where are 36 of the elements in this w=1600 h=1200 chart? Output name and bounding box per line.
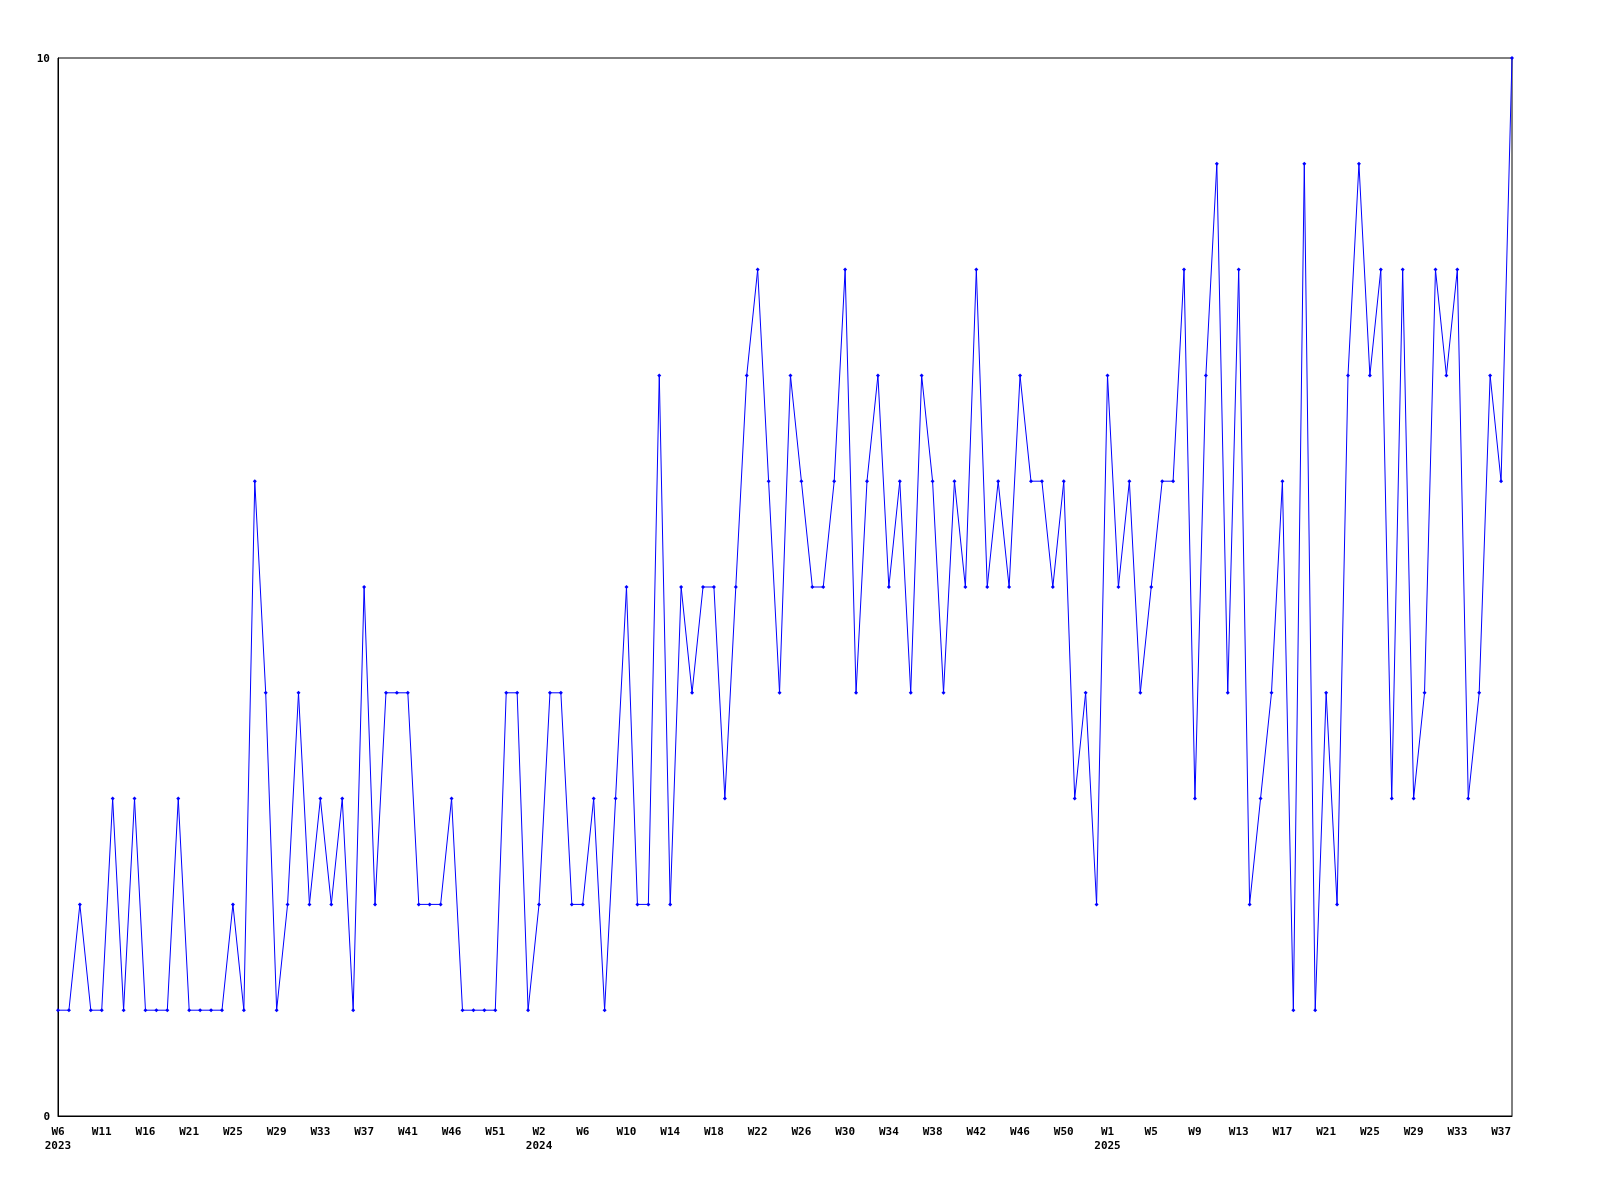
x-tick-label: W17 [1272,1124,1293,1138]
x-tick-label: W33 [310,1124,331,1138]
x-tick-label: W38 [922,1124,943,1138]
x-tick-label: W46 [441,1124,462,1138]
x-tick-label: W11 [91,1124,113,1138]
x-tick-label: W30 [835,1124,856,1138]
x-tick-label: W50 [1053,1124,1074,1138]
x-tick-label: W33 [1447,1124,1468,1138]
x-tick-label: W26 [791,1124,812,1138]
x-tick-label: W13 [1228,1124,1249,1138]
x-tick-label: W18 [704,1124,724,1138]
y-tick-label: 10 [36,51,50,65]
x-tick-label: W14 [660,1124,681,1138]
x-tick-label: W21 [179,1124,200,1138]
x-tick-label: W41 [397,1124,419,1138]
x-tick-label: W6 2023 [44,1124,72,1152]
x-tick-label: W37 [1491,1124,1512,1138]
x-tick-label: W22 [747,1124,768,1138]
x-tick-label: W1 2025 [1094,1124,1121,1152]
x-tick-label: W37 [354,1124,375,1138]
x-tick-label: W5 [1144,1124,1158,1138]
x-tick-label: W25 [222,1124,243,1138]
x-tick-label: W21 [1316,1124,1337,1138]
x-tick-label: W29 [266,1124,287,1138]
x-tick-label: W10 [616,1124,637,1138]
x-tick-label: W16 [135,1124,156,1138]
y-tick-label: 0 [43,1109,50,1123]
x-tick-label: W9 [1188,1124,1202,1138]
x-tick-label: W51 [485,1124,506,1138]
x-tick-label: W25 [1359,1124,1380,1138]
x-tick-label: W6 [576,1124,590,1138]
x-tick-label: W42 [966,1124,987,1138]
x-tick-label: W34 [878,1124,900,1138]
x-tick-label: W29 [1403,1124,1424,1138]
x-tick-label: W2 2024 [525,1124,553,1152]
x-tick-label: W46 [1010,1124,1031,1138]
